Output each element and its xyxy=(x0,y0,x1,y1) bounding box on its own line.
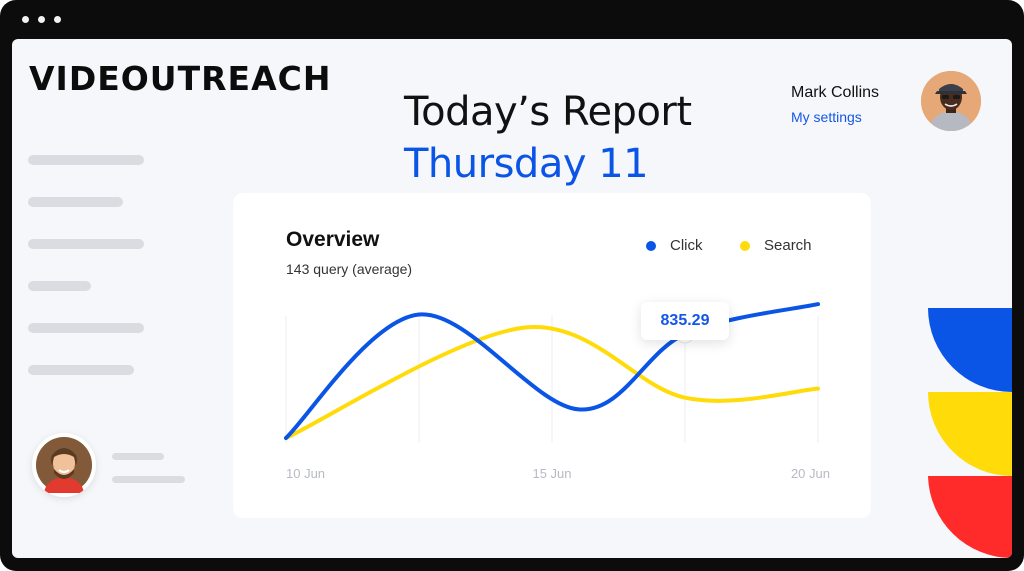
page-date: Thursday 11 xyxy=(404,141,649,187)
user-avatar[interactable] xyxy=(921,71,981,131)
my-settings-link[interactable]: My settings xyxy=(791,109,862,125)
yellow-quarter-shape xyxy=(928,392,1012,476)
sidebar-item-3[interactable] xyxy=(28,239,144,249)
person-avatar-icon xyxy=(36,437,92,493)
chart-grid xyxy=(285,316,819,443)
window-dot-icon[interactable] xyxy=(22,16,29,23)
dashboard-screen: VIDEOUTREACH Today’s Report Thursday 11 … xyxy=(12,39,1012,558)
profile-detail-placeholder xyxy=(112,476,185,483)
sidebar-item-5[interactable] xyxy=(28,323,144,333)
overview-subtitle: 143 query (average) xyxy=(286,261,413,277)
sidebar-item-6[interactable] xyxy=(28,365,134,375)
x-tick-label: 20 Jun xyxy=(791,466,830,481)
sidebar-item-2[interactable] xyxy=(28,197,123,207)
chart-tooltip: 835.29 xyxy=(641,302,729,340)
legend-click[interactable]: Click xyxy=(646,237,703,254)
overview-card: Overview 143 query (average) Click Searc… xyxy=(233,193,871,518)
sidebar-profile-avatar[interactable] xyxy=(32,433,96,497)
legend-click-swatch-icon xyxy=(646,240,656,251)
page-title: Today’s Report xyxy=(404,89,692,135)
sidebar-item-1[interactable] xyxy=(28,155,144,165)
decorative-shapes xyxy=(928,308,1012,558)
legend-search-label: Search xyxy=(764,237,812,254)
legend-click-label: Click xyxy=(670,237,703,254)
window-dot-icon[interactable] xyxy=(38,16,45,23)
profile-name-placeholder xyxy=(112,453,164,460)
red-quarter-shape xyxy=(928,476,1012,558)
overview-line-chart[interactable]: 10 Jun 15 Jun 20 Jun xyxy=(233,193,871,518)
user-name: Mark Collins xyxy=(791,84,880,101)
blue-quarter-shape xyxy=(928,308,1012,392)
window-controls xyxy=(22,16,61,23)
x-tick-label: 15 Jun xyxy=(532,466,571,481)
chart-x-ticks: 10 Jun 15 Jun 20 Jun xyxy=(286,466,830,481)
legend-search[interactable]: Search xyxy=(740,237,812,254)
series-line-search[interactable] xyxy=(284,325,820,440)
window-dot-icon[interactable] xyxy=(54,16,61,23)
x-tick-label: 10 Jun xyxy=(286,466,325,481)
brand-logo[interactable]: VIDEOUTREACH xyxy=(29,59,332,98)
sidebar-item-4[interactable] xyxy=(28,281,91,291)
person-avatar-icon xyxy=(921,71,981,131)
overview-title: Overview xyxy=(286,228,380,251)
legend-search-swatch-icon xyxy=(740,240,750,251)
